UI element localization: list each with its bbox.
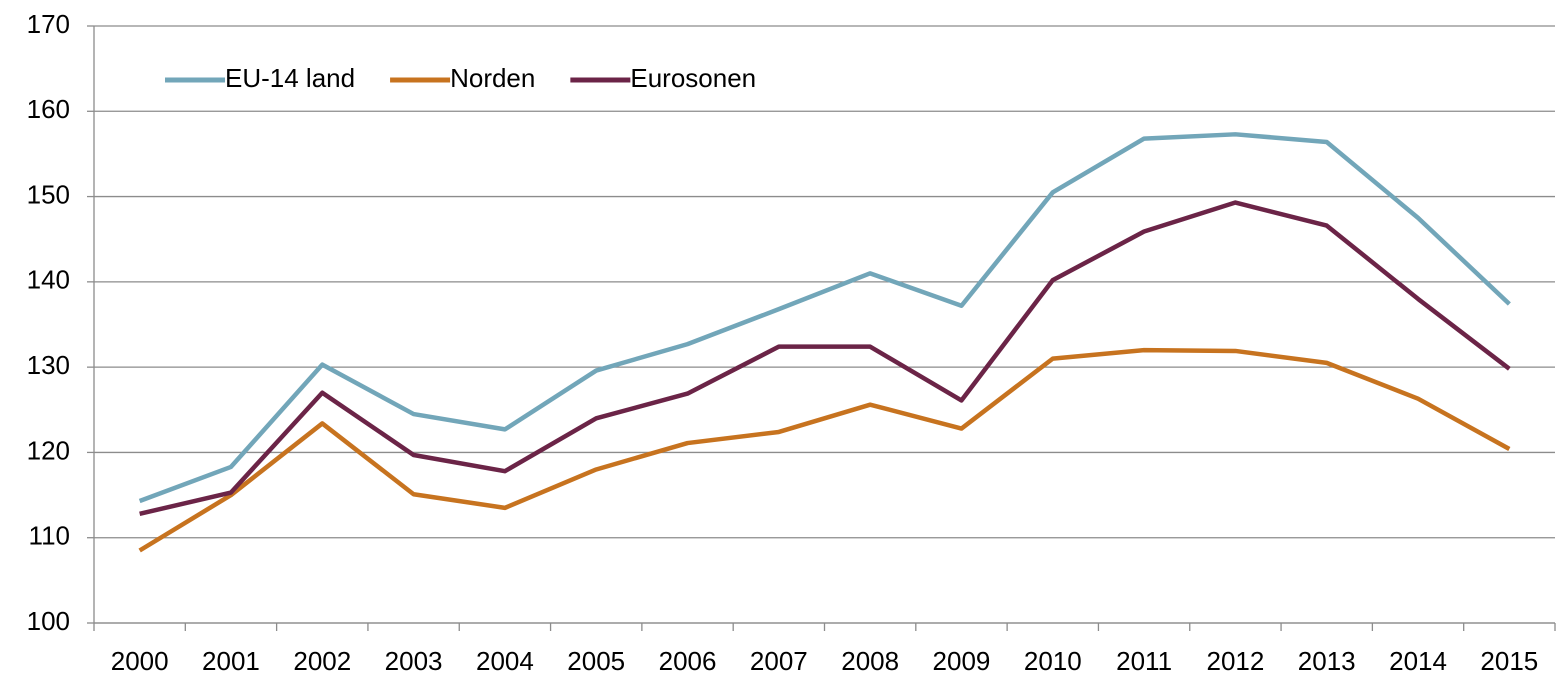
legend-label: Eurosonen	[630, 63, 756, 93]
y-tick-label: 170	[27, 9, 70, 39]
line-series	[139, 200, 1511, 517]
legend-label: Norden	[450, 63, 535, 93]
y-tick-label: 120	[27, 435, 70, 465]
x-tick-label: 2014	[1389, 646, 1447, 673]
x-tick-label: 2003	[385, 646, 443, 673]
y-tick-label: 100	[27, 606, 70, 636]
line-series	[138, 132, 1511, 504]
x-tick-label: 2012	[1206, 646, 1264, 673]
x-tick-label: 2008	[841, 646, 899, 673]
y-tick-label: 110	[29, 521, 70, 551]
x-tick-label: 2011	[1116, 646, 1172, 673]
x-tick-label: 2000	[111, 646, 169, 673]
legend-label: EU-14 land	[225, 63, 355, 93]
x-tick-label: 2002	[293, 646, 351, 673]
x-tick-label: 2009	[933, 646, 991, 673]
y-tick-label: 140	[27, 265, 70, 295]
x-tick-label: 2005	[567, 646, 625, 673]
x-tick-label: 2001	[202, 646, 260, 673]
x-tick-label: 2004	[476, 646, 534, 673]
x-tick-label: 2006	[659, 646, 717, 673]
line-series	[138, 347, 1511, 553]
y-tick-label: 160	[27, 94, 70, 124]
x-tick-label: 2007	[750, 646, 808, 673]
y-tick-label: 130	[27, 350, 70, 380]
y-tick-label: 150	[27, 179, 70, 209]
x-tick-label: 2015	[1480, 646, 1538, 673]
x-tick-label: 2013	[1298, 646, 1356, 673]
x-tick-label: 2010	[1024, 646, 1082, 673]
